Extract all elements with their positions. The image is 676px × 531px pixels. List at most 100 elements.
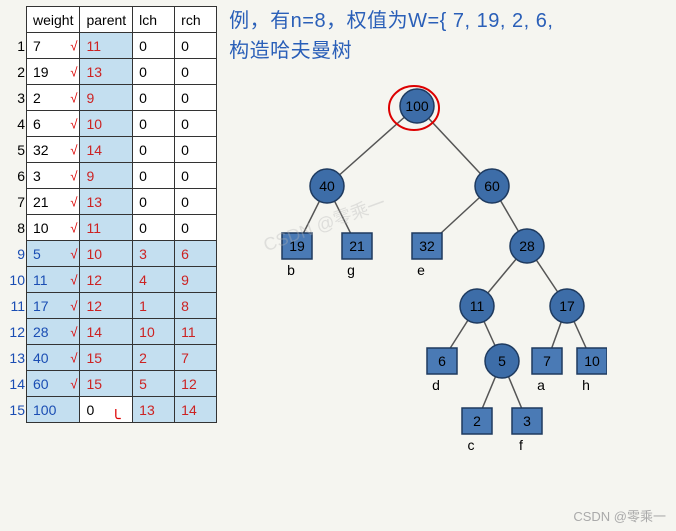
table-row: 17√111218: [27, 293, 217, 319]
th-parent: parent: [80, 7, 133, 33]
tree-leaf-label: h: [582, 377, 590, 393]
tree-node-value: 19: [289, 238, 305, 254]
check-icon: √: [70, 272, 77, 287]
cell-lch: 2: [133, 345, 175, 371]
cell-weight: 3√6: [27, 163, 80, 189]
cell-rch: 8: [175, 293, 217, 319]
row-number: 9: [9, 246, 25, 262]
table-row: 7√11100: [27, 33, 217, 59]
watermark: CSDN @零乘一: [573, 506, 666, 525]
cell-rch: 9: [175, 267, 217, 293]
table-row: 2√3900: [27, 85, 217, 111]
tree-leaf-label: b: [287, 262, 295, 278]
table-row: 32√51400: [27, 137, 217, 163]
cell-parent: 13: [80, 189, 133, 215]
cell-rch: 0: [175, 111, 217, 137]
check-icon: √: [70, 376, 77, 391]
check-icon: √: [70, 38, 77, 53]
cell-weight: 17√11: [27, 293, 80, 319]
cell-lch: 0: [133, 215, 175, 241]
cell-weight: 40√13: [27, 345, 80, 371]
cell-weight: 10√8: [27, 215, 80, 241]
cell-rch: 0: [175, 163, 217, 189]
cell-rch: 11: [175, 319, 217, 345]
tree-node-value: 100: [405, 98, 429, 114]
cell-lch: 0: [133, 111, 175, 137]
check-icon: √: [70, 142, 77, 157]
cell-rch: 0: [175, 137, 217, 163]
cell-parent: 11: [80, 215, 133, 241]
tree-node-value: 10: [584, 353, 600, 369]
tree-edge: [327, 106, 417, 186]
check-icon: √: [70, 246, 77, 261]
cell-lch: 10: [133, 319, 175, 345]
check-icon: √: [70, 220, 77, 235]
cell-weight: 60√14: [27, 371, 80, 397]
cell-weight: 11√10: [27, 267, 80, 293]
cell-lch: 4: [133, 267, 175, 293]
row-number: 11: [9, 298, 25, 314]
cell-weight: 10015: [27, 397, 80, 423]
table-row: 19√21300: [27, 59, 217, 85]
cell-parent: 13: [80, 59, 133, 85]
row-number: 12: [9, 324, 25, 340]
cell-parent: 9: [80, 85, 133, 111]
check-icon: √: [70, 350, 77, 365]
tree-leaf-label: g: [347, 262, 355, 278]
cell-parent: 10: [80, 241, 133, 267]
cell-rch: 0: [175, 189, 217, 215]
table-row: 21√71300: [27, 189, 217, 215]
table-row: 1001501314: [27, 397, 217, 423]
row-number: 2: [9, 64, 25, 80]
huffman-tree-diagram: 100406019b21g32e2811176d57a10h2c3f: [227, 81, 607, 481]
cell-weight: 28√12: [27, 319, 80, 345]
tree-leaf-label: f: [519, 437, 523, 453]
row-number: 13: [9, 350, 25, 366]
row-number: 4: [9, 116, 25, 132]
cell-weight: 6√4: [27, 111, 80, 137]
cell-rch: 0: [175, 59, 217, 85]
th-rch: rch: [175, 7, 217, 33]
tree-leaf-label: e: [417, 262, 425, 278]
cell-rch: 7: [175, 345, 217, 371]
tree-node-value: 2: [473, 413, 481, 429]
cell-lch: 1: [133, 293, 175, 319]
check-icon: √: [70, 194, 77, 209]
tree-node-value: 21: [349, 238, 365, 254]
cell-rch: 6: [175, 241, 217, 267]
table-row: 5√91036: [27, 241, 217, 267]
row-number: 8: [9, 220, 25, 236]
tree-node-value: 28: [519, 238, 535, 254]
cell-parent: 14: [80, 137, 133, 163]
cell-lch: 3: [133, 241, 175, 267]
row-number: 5: [9, 142, 25, 158]
tree-node-value: 3: [523, 413, 531, 429]
cell-weight: 19√2: [27, 59, 80, 85]
row-number: 3: [9, 90, 25, 106]
cell-parent: 12: [80, 267, 133, 293]
cell-parent: 0: [80, 397, 133, 423]
cell-weight: 5√9: [27, 241, 80, 267]
check-icon: √: [70, 64, 77, 79]
row-number: 6: [9, 168, 25, 184]
cell-rch: 0: [175, 215, 217, 241]
cell-weight: 21√7: [27, 189, 80, 215]
cell-lch: 13: [133, 397, 175, 423]
cell-lch: 0: [133, 33, 175, 59]
row-number: 14: [9, 376, 25, 392]
row-number: 7: [9, 194, 25, 210]
table-row: 10√81100: [27, 215, 217, 241]
cell-lch: 0: [133, 59, 175, 85]
table-row: 60√1415512: [27, 371, 217, 397]
check-icon: √: [70, 168, 77, 183]
table-row: 11√101249: [27, 267, 217, 293]
row-number: 1: [9, 38, 25, 54]
tree-leaf-label: c: [468, 437, 475, 453]
th-lch: lch: [133, 7, 175, 33]
tree-node-value: 17: [559, 298, 575, 314]
cell-rch: 0: [175, 85, 217, 111]
tree-leaf-label: d: [432, 377, 440, 393]
cell-lch: 0: [133, 189, 175, 215]
cell-parent: 14: [80, 319, 133, 345]
check-icon: √: [70, 324, 77, 339]
